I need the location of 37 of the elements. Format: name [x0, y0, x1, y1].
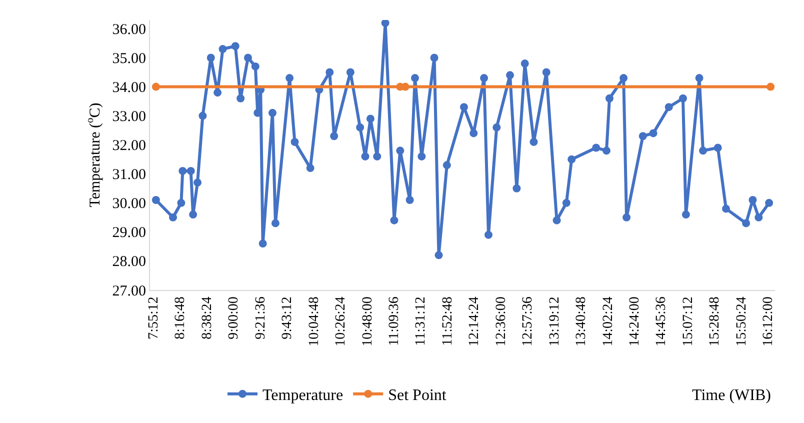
- x-tick-label: 7:55:12: [146, 296, 162, 340]
- x-tick-label: 14:45:36: [654, 296, 670, 346]
- y-tick-label: 35.00: [112, 50, 146, 67]
- x-tick-label: 9:43:12: [280, 296, 296, 340]
- x-tick-label: 15:07:12: [680, 296, 696, 346]
- y-tick-label: 33.00: [112, 109, 146, 126]
- legend-label: Set Point: [388, 387, 447, 404]
- x-tick-label: 12:14:24: [467, 296, 482, 346]
- x-tick-label: 13:40:48: [574, 296, 590, 346]
- x-tick-label: 11:09:36: [387, 296, 402, 346]
- y-tick-label: 32.00: [112, 138, 146, 154]
- y-tick-label: 29.00: [112, 225, 146, 242]
- y-tick-label: 28.00: [112, 254, 146, 270]
- x-tick-label: 12:36:00: [494, 296, 509, 346]
- x-tick-label: 8:38:24: [200, 296, 215, 340]
- x-tick-label: 10:48:00: [360, 296, 376, 346]
- x-tick-label: 15:50:24: [734, 296, 750, 346]
- x-axis-title: Time (WIB): [692, 387, 771, 404]
- x-tick-label: 11:52:48: [440, 296, 456, 346]
- x-tick-label: 8:16:48: [173, 296, 188, 340]
- x-tick-label: 11:31:12: [414, 296, 429, 346]
- x-tick-label: 9:21:36: [253, 296, 268, 340]
- x-tick-label: 9:00:00: [226, 296, 242, 340]
- x-tick-label: 12:57:36: [520, 296, 536, 346]
- x-tick-label: 10:26:24: [334, 296, 349, 346]
- x-tick-label: 13:19:12: [547, 296, 562, 346]
- y-tick-label: 31.00: [112, 167, 146, 184]
- x-tick-label: 10:04:48: [306, 296, 322, 346]
- y-tick-label: 30.00: [112, 196, 146, 212]
- x-tick-label: 14:02:24: [600, 296, 616, 346]
- x-tick-label: 16:12:00: [761, 296, 776, 346]
- x-tick-label: 15:28:48: [708, 296, 723, 346]
- y-tick-label: 36.00: [112, 22, 146, 38]
- y-tick-label: 27.00: [112, 283, 146, 300]
- y-tick-label: 34.00: [112, 80, 146, 96]
- x-tick-label: 14:24:00: [628, 296, 643, 346]
- legend-label: Temperature: [262, 387, 344, 404]
